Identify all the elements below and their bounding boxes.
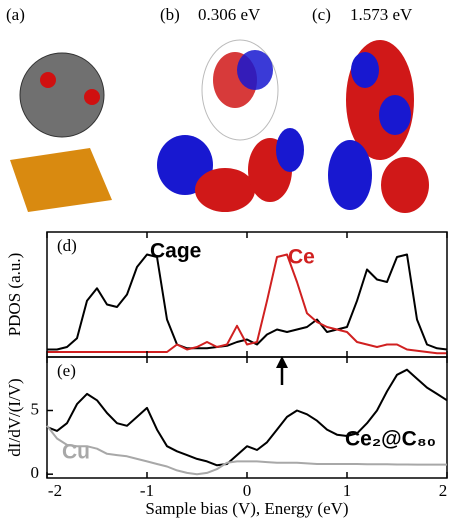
y-axis-label: PDOS (a.u.) [5,253,24,337]
series-label: Cu [62,441,90,464]
panel-label: (b) [160,5,180,24]
lobe [351,52,379,88]
ce-atom [40,72,56,88]
plot-frame [46,231,448,358]
series-line [47,253,447,355]
arrow [276,356,288,385]
lobe [237,50,273,90]
x-axis-label: Sample bias (V), Energy (eV) [145,499,348,518]
series-label: Ce₂@C₈₀ [345,428,436,451]
series-line [47,253,448,351]
x-tick-label: -2 [48,481,62,500]
panel-label: (e) [57,361,76,380]
series-label: Ce [288,246,315,269]
energy-label: 1.573 eV [350,5,413,24]
y-tick-label: 5 [31,399,40,418]
y-axis-label: dI/dV/(I/V) [5,378,24,456]
panel-label: (c) [312,5,331,24]
lobe [381,157,429,213]
lobe [195,168,255,212]
panel-label: (d) [57,236,77,255]
x-tick-label: 1 [343,481,352,500]
cage [19,52,105,138]
lobe [328,140,372,210]
cage-outline [201,39,279,141]
plot-frame [46,356,448,479]
x-tick-label: -1 [140,481,154,500]
cu-slab [10,148,112,212]
series-label: Cage [150,240,201,263]
x-tick-label: 2 [439,481,448,500]
orbital-c [328,40,429,213]
y-tick-label: 0 [31,463,40,482]
lobe [276,128,304,172]
series-line [46,425,447,476]
molecule-a [10,52,112,212]
series-line [46,368,448,467]
orbital-b [157,39,304,212]
energy-label: 0.306 eV [198,5,261,24]
ce-atom [84,89,100,105]
panel-label: (a) [6,5,25,24]
lobe [379,95,411,135]
x-tick-label: 0 [243,481,252,500]
